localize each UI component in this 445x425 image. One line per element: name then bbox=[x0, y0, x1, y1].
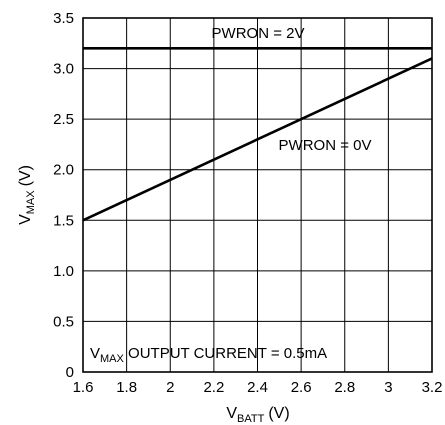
condition-v: V bbox=[90, 345, 100, 362]
y-tick-label: 3.5 bbox=[53, 10, 74, 27]
x-axis-label-v: V bbox=[226, 405, 237, 422]
x-tick-label: 2.4 bbox=[247, 379, 268, 396]
plot-frame bbox=[82, 17, 433, 373]
y-tick-label: 2.0 bbox=[53, 162, 74, 179]
condition-rest: OUTPUT CURRENT = 0.5mA bbox=[124, 345, 327, 362]
x-axis-label-sub: BATT bbox=[237, 413, 265, 425]
x-axis-label-unit: (V) bbox=[268, 405, 289, 422]
annotation-output-current: VMAX OUTPUT CURRENT = 0.5mA bbox=[90, 345, 327, 365]
y-tick-label: 0.5 bbox=[53, 313, 74, 330]
condition-sub: MAX bbox=[100, 353, 125, 365]
x-tick-label: 3.2 bbox=[422, 379, 443, 396]
y-tick-label: 1.0 bbox=[53, 263, 74, 280]
y-axis-label: VMAX (V) bbox=[17, 165, 37, 225]
x-tick-label: 2.2 bbox=[203, 379, 224, 396]
x-tick-label: 2 bbox=[166, 379, 174, 396]
series-line-pwron-0v bbox=[82, 57, 433, 222]
y-axis-label-unit: (V) bbox=[17, 165, 34, 186]
x-tick-label: 1.8 bbox=[116, 379, 137, 396]
y-tick-label: 2.5 bbox=[53, 111, 74, 128]
y-tick-label: 0 bbox=[66, 364, 74, 381]
x-tick-label: 2.6 bbox=[291, 379, 312, 396]
y-tick-labels: 0 0.5 1.0 1.5 2.0 2.5 3.0 3.5 bbox=[53, 10, 74, 381]
y-axis-label-v: V bbox=[17, 214, 34, 225]
x-tick-label: 1.6 bbox=[73, 379, 94, 396]
series-lines bbox=[82, 47, 433, 222]
y-tick-label: 1.5 bbox=[53, 212, 74, 229]
grid bbox=[83, 18, 432, 372]
y-axis-label-sub: MAX bbox=[25, 190, 37, 215]
x-tick-label: 2.8 bbox=[334, 379, 355, 396]
x-tick-label: 3 bbox=[384, 379, 392, 396]
annotation-pwron-0v: PWRON = 0V bbox=[279, 137, 372, 154]
x-axis-label: VBATT (V) bbox=[226, 405, 289, 425]
annotation-pwron-2v: PWRON = 2V bbox=[212, 25, 305, 42]
y-tick-label: 3.0 bbox=[53, 61, 74, 78]
x-tick-labels: 1.6 1.8 2 2.2 2.4 2.6 2.8 3 3.2 bbox=[73, 379, 443, 396]
